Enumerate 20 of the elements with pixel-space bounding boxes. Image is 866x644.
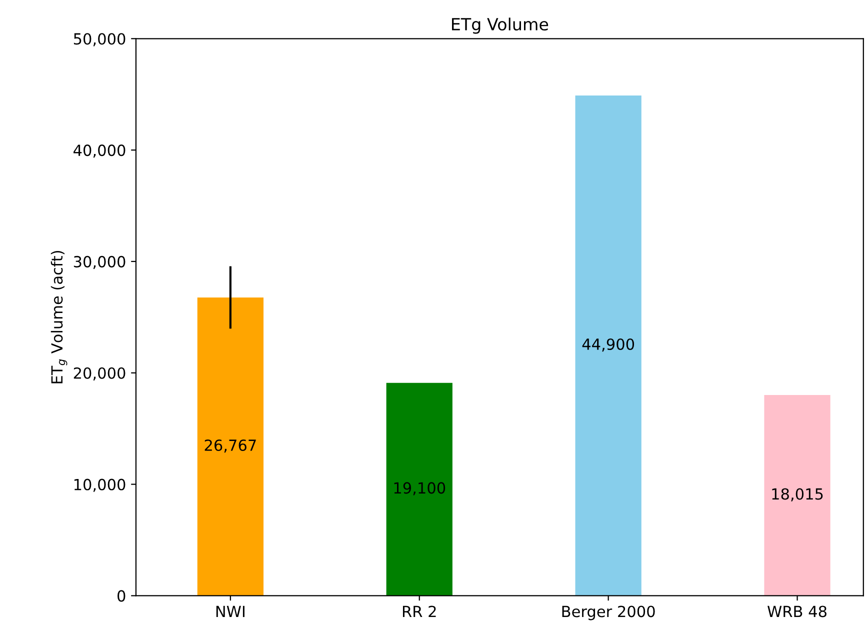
y-tick-label: 10,000 — [74, 478, 126, 492]
y-tick-label: 30,000 — [74, 256, 126, 270]
bar — [764, 394, 830, 596]
y-tick-label: 50,000 — [74, 33, 126, 46]
data-label: 26,767 — [204, 439, 256, 453]
bar — [197, 297, 264, 596]
data-label: 44,900 — [582, 338, 634, 352]
y-tick-label: 20,000 — [74, 367, 126, 380]
x-tick-label: NWI — [216, 606, 244, 618]
chart-title: ETg Volume — [452, 18, 548, 34]
bar — [575, 95, 642, 596]
data-label: 19,100 — [394, 482, 446, 496]
x-tick-label: RR 2 — [402, 606, 436, 618]
x-tick-label: WRB 48 — [768, 606, 826, 618]
bar — [386, 382, 452, 596]
y-axis-title: ET$_{g}$ Volume (acft) — [50, 250, 68, 384]
y-tick-label: 0 — [118, 590, 126, 602]
y-tick-label: 40,000 — [74, 144, 126, 158]
x-tick-label: Berger 2000 — [562, 606, 655, 620]
data-label: 18,015 — [772, 488, 823, 502]
